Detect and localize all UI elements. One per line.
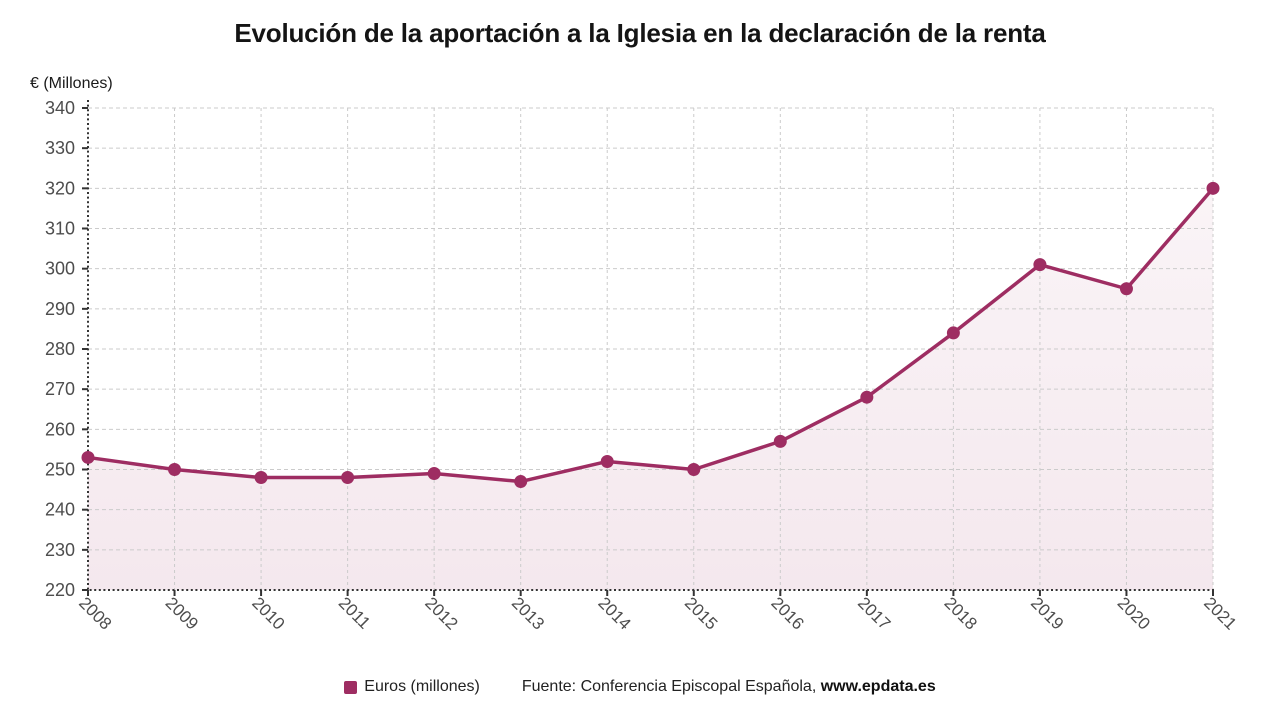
y-tick-label: 330 [45, 138, 75, 158]
x-tick-label: 2014 [594, 593, 634, 633]
x-tick-label: 2012 [421, 593, 461, 633]
x-tick-label: 2017 [854, 593, 894, 633]
x-tick-label: 2011 [335, 593, 374, 632]
data-point-2011 [341, 471, 355, 485]
y-tick-label: 300 [45, 259, 75, 279]
y-tick-label: 270 [45, 379, 75, 399]
y-tick-label: 340 [45, 98, 75, 118]
data-point-2019 [1033, 258, 1047, 272]
x-tick-label: 2021 [1200, 593, 1240, 633]
x-tick-label: 2020 [1114, 593, 1154, 633]
y-tick-label: 290 [45, 299, 75, 319]
y-tick-label: 320 [45, 178, 75, 198]
data-point-2020 [1119, 282, 1133, 296]
x-tick-label: 2009 [162, 593, 202, 633]
source-link[interactable]: www.epdata.es [820, 678, 936, 695]
data-point-2018 [946, 326, 960, 340]
y-tick-label: 280 [45, 339, 75, 359]
data-point-2009 [168, 463, 182, 476]
legend-swatch [344, 680, 358, 694]
source-line: Fuente: Conferencia Episcopal Española, … [522, 678, 936, 696]
data-point-2013 [514, 475, 528, 489]
line-chart-svg: 2202302402502602702802903003103203303402… [45, 98, 1240, 634]
series-line [86, 186, 1215, 484]
x-tick-label: 2010 [248, 593, 288, 633]
data-point-2014 [600, 454, 614, 468]
chart-footer: Euros (millones) Fuente: Conferencia Epi… [0, 678, 1280, 696]
data-point-2015 [687, 463, 701, 476]
y-tick-label: 310 [45, 219, 75, 239]
data-point-2016 [773, 434, 787, 448]
x-tick-label: 2016 [767, 593, 807, 633]
gridlines: 220 230 240 250 260 270 280 290 300 310 320 330 340 [45, 98, 1214, 600]
x-tick-label: 2015 [681, 593, 721, 633]
data-point-2021 [1206, 181, 1220, 195]
y-tick-label: 220 [45, 580, 75, 600]
series-area [88, 188, 1213, 591]
y-tick-label: 260 [45, 419, 75, 439]
data-point-2012 [427, 467, 441, 481]
data-point-2017 [860, 390, 874, 404]
data-point-2010 [254, 471, 268, 485]
x-tick-label: 2018 [941, 593, 981, 633]
data-point-2008 [81, 450, 95, 464]
y-tick-label: 230 [45, 540, 75, 560]
y-tick-label: 240 [45, 500, 75, 520]
legend-item-euros[interactable]: Euros (millones) [344, 678, 480, 696]
source-text: Fuente: Conferencia Episcopal Española, [521, 678, 821, 695]
legend-label: Euros (millones) [364, 678, 480, 695]
chart-title: Evolución de la aportación a la Iglesia … [234, 18, 1046, 48]
x-tick-label: 2013 [508, 593, 548, 633]
x-tick-label: 2008 [75, 593, 115, 633]
x-tick-label: 2019 [1027, 593, 1067, 633]
y-tick-label: 250 [45, 460, 75, 480]
y-axis-title: € (Millones) [30, 75, 113, 92]
